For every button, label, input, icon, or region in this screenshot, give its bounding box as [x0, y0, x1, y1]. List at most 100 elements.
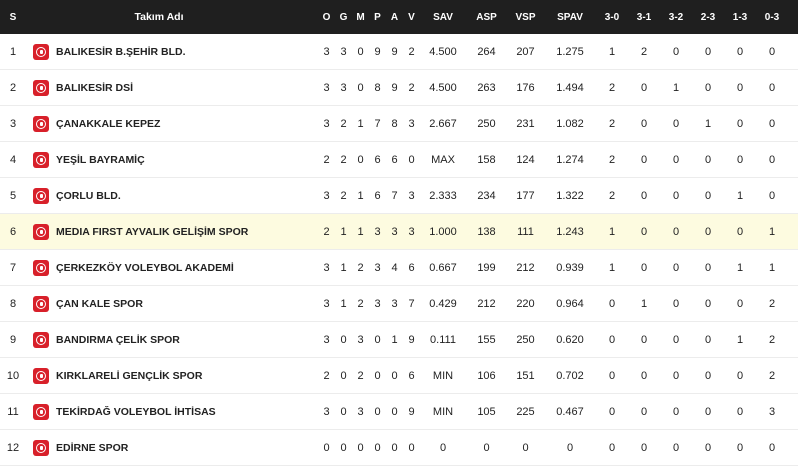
- p-cell: 0: [374, 441, 381, 454]
- set-3-0-cell: 1: [608, 261, 616, 274]
- table-row[interactable]: 2 BALIKESİR DSİ 3 3 0 8 9 2 4.500 263 176 1.494 2 0 1 0…: [0, 70, 798, 106]
- table-row[interactable]: 8 ÇAN KALE SPOR 3 1 2 3 3 7 0.429 212 220 0.964 0 1 0 0…: [0, 286, 798, 322]
- v-cell: 6: [408, 261, 415, 274]
- team-name-link[interactable]: KIRKLARELİ GENÇLİK SPOR: [56, 369, 203, 382]
- header-3-2[interactable]: 3-2: [668, 11, 684, 23]
- asp-cell: 155: [477, 333, 496, 346]
- set-0-3-cell: 2: [768, 369, 776, 382]
- p-cell: 3: [374, 297, 381, 310]
- set-2-3-cell: 0: [704, 333, 712, 346]
- set-3-0-cell: 0: [608, 441, 616, 454]
- table-row[interactable]: 3 ÇANAKKALE KEPEZ 3 2 1 7 8 3 2.667 250 231 1.082 2 0…: [0, 106, 798, 142]
- header-asp[interactable]: ASP: [476, 11, 497, 23]
- set-0-3-cell: 0: [768, 441, 776, 454]
- asp-cell: 158: [477, 153, 496, 166]
- header-rank[interactable]: S: [9, 11, 17, 23]
- header-v[interactable]: V: [408, 11, 415, 23]
- club-logo-icon: [33, 295, 49, 312]
- club-logo-icon: [33, 259, 49, 276]
- team-name-link[interactable]: BANDIRMA ÇELİK SPOR: [56, 333, 180, 346]
- team-name-link[interactable]: MEDIA FIRST AYVALIK GELİŞİM SPOR: [56, 225, 249, 238]
- table-row[interactable]: 6 MEDIA FIRST AYVALIK GELİŞİM SPOR 2 1 1 3 3 3 1…: [0, 214, 798, 250]
- rank-cell: 10: [6, 369, 20, 382]
- set-3-1-cell: 0: [640, 189, 648, 202]
- team-name-link[interactable]: TEKİRDAĞ VOLEYBOL İHTİSAS: [56, 405, 216, 418]
- a-cell: 9: [391, 45, 398, 58]
- o-cell: 3: [323, 189, 330, 202]
- header-team[interactable]: Takım Adı: [134, 11, 184, 23]
- vsp-cell: 124: [516, 153, 535, 166]
- set-3-1-cell: 0: [640, 153, 648, 166]
- logo-cell: [26, 331, 56, 348]
- team-name-link[interactable]: ÇAN KALE SPOR: [56, 297, 143, 310]
- team-name-link[interactable]: BALIKESİR DSİ: [56, 81, 134, 94]
- header-g[interactable]: G: [339, 11, 348, 23]
- set-2-3-cell: 0: [704, 261, 712, 274]
- sav-cell: 0.111: [430, 333, 456, 346]
- header-o[interactable]: O: [322, 11, 331, 23]
- table-row[interactable]: 1 BALIKESİR B.ŞEHİR BLD. 3 3 0 9 9 2 4.500 264 207…: [0, 34, 798, 70]
- table-row[interactable]: 4 YEŞİL BAYRAMİÇ 2 2 0 6 6 0 MAX 158 124 1.274 2 0 0 0 0…: [0, 142, 798, 178]
- header-m[interactable]: M: [356, 11, 365, 23]
- header-1-3[interactable]: 1-3: [732, 11, 748, 23]
- rank-cell: 1: [9, 45, 17, 58]
- team-name-link[interactable]: ÇANAKKALE KEPEZ: [56, 117, 161, 130]
- header-0-3[interactable]: 0-3: [764, 11, 780, 23]
- m-cell: 0: [357, 81, 364, 94]
- header-spav[interactable]: SPAV: [557, 11, 583, 23]
- set-3-1-cell: 0: [640, 369, 648, 382]
- header-2-3[interactable]: 2-3: [700, 11, 716, 23]
- set-3-2-cell: 0: [672, 297, 680, 310]
- a-cell: 0: [391, 441, 398, 454]
- set-0-3-cell: 0: [768, 189, 776, 202]
- v-cell: 7: [408, 297, 415, 310]
- set-1-3-cell: 0: [736, 153, 744, 166]
- set-3-1-cell: 0: [640, 405, 648, 418]
- set-3-0-cell: 2: [608, 117, 616, 130]
- m-cell: 1: [357, 189, 364, 202]
- table-row[interactable]: 9 BANDIRMA ÇELİK SPOR 3 0 3 0 1 9 0.111 155 250 0.6…: [0, 322, 798, 358]
- logo-cell: [26, 79, 56, 96]
- set-1-3-cell: 0: [736, 369, 744, 382]
- p-cell: 7: [374, 117, 381, 130]
- header-sav[interactable]: SAV: [433, 11, 453, 23]
- team-name-link[interactable]: BALIKESİR B.ŞEHİR BLD.: [56, 45, 186, 58]
- team-name-link[interactable]: ÇERKEZKÖY VOLEYBOL AKADEMİ: [56, 261, 234, 274]
- spav-cell: 1.494: [556, 81, 584, 94]
- club-logo-icon: [33, 79, 49, 96]
- table-row[interactable]: 7 ÇERKEZKÖY VOLEYBOL AKADEMİ 3 1 2 3 4 6 0.667 19…: [0, 250, 798, 286]
- set-1-3-cell: 0: [736, 441, 744, 454]
- logo-cell: [26, 403, 56, 420]
- team-name-link[interactable]: YEŞİL BAYRAMİÇ: [56, 153, 145, 166]
- sav-cell: 0: [439, 441, 447, 454]
- spav-cell: 0.467: [556, 405, 584, 418]
- set-1-3-cell: 0: [736, 225, 744, 238]
- header-a[interactable]: A: [390, 11, 399, 23]
- logo-cell: [26, 187, 56, 204]
- set-1-3-cell: 0: [736, 117, 744, 130]
- spav-cell: 1.275: [556, 45, 584, 58]
- header-3-1[interactable]: 3-1: [636, 11, 652, 23]
- a-cell: 0: [391, 369, 398, 382]
- team-name-link[interactable]: EDİRNE SPOR: [56, 441, 129, 454]
- vsp-cell: 220: [516, 297, 535, 310]
- rank-cell: 5: [9, 189, 17, 202]
- rank-cell: 6: [9, 225, 17, 238]
- set-3-1-cell: 0: [640, 225, 648, 238]
- header-vsp[interactable]: VSP: [515, 11, 536, 23]
- table-row[interactable]: 11 TEKİRDAĞ VOLEYBOL İHTİSAS 3 0 3 0 0 9 MIN 105 2…: [0, 394, 798, 430]
- vsp-cell: 207: [516, 45, 535, 58]
- header-p[interactable]: P: [374, 11, 381, 23]
- set-3-2-cell: 0: [672, 117, 680, 130]
- team-name-link[interactable]: ÇORLU BLD.: [56, 189, 121, 202]
- table-row[interactable]: 12 EDİRNE SPOR 0 0 0 0 0 0 0 0 0 0 0 0 0 0 0 0: [0, 430, 798, 466]
- header-3-0[interactable]: 3-0: [604, 11, 620, 23]
- table-row[interactable]: 5 ÇORLU BLD. 3 2 1 6 7 3 2.333 234 177 1.322 2 0 0 0 1 0: [0, 178, 798, 214]
- p-cell: 0: [374, 369, 381, 382]
- a-cell: 8: [391, 117, 398, 130]
- g-cell: 1: [340, 225, 347, 238]
- v-cell: 6: [408, 369, 415, 382]
- set-3-1-cell: 2: [640, 45, 648, 58]
- table-row[interactable]: 10 KIRKLARELİ GENÇLİK SPOR 2 0 2 0 0 6 MIN 106 151…: [0, 358, 798, 394]
- o-cell: 3: [323, 117, 330, 130]
